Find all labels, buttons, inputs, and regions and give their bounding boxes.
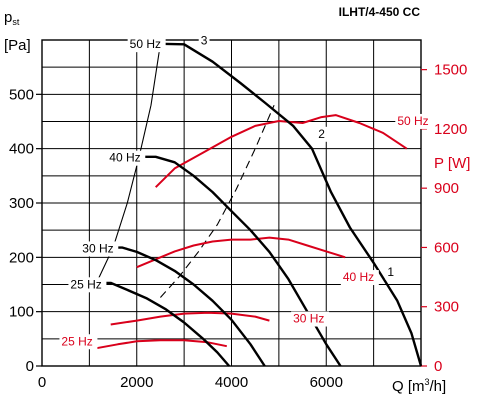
annotation-power-40-hz: 40 Hz: [343, 270, 374, 284]
annotation-pressure-1: 1: [387, 265, 394, 279]
y-left-label-main: p: [4, 9, 12, 26]
x-tick-label-0: 0: [38, 374, 46, 391]
y-right-tick-label-300: 300: [434, 299, 459, 316]
annotation-bg-3: [68, 277, 107, 293]
annotation-pressure-25-hz: 25 Hz: [70, 277, 101, 291]
annotation-bg-4: [198, 33, 210, 49]
annotation-bg-7: [395, 113, 434, 129]
y-left-tick-label-300: 300: [9, 195, 34, 212]
pressure-curve-30-hz: [110, 246, 266, 367]
x-label-sup: 3: [425, 377, 430, 387]
y-left-axis-unit: [Pa]: [4, 37, 31, 54]
y-right-tick-label-1500: 1500: [434, 62, 467, 79]
y-left-tick-label-200: 200: [9, 249, 34, 266]
annotation-pressure-2: 2: [318, 127, 325, 141]
annotation-power-25-hz: 25 Hz: [61, 334, 92, 348]
annotation-bg-9: [291, 311, 330, 327]
power-curve-50-hz: [154, 114, 408, 188]
annotation-bg-6: [385, 264, 397, 280]
y-right-tick-label-900: 900: [434, 180, 459, 197]
annotations-layer: 50 Hz 40 Hz 30 Hz 25 Hz 3 2 1 50 Hz 40 Hz 30 Hz 25…: [59, 33, 434, 350]
x-label-prefix: Q [m: [392, 378, 425, 395]
y-left-tick-label-400: 400: [9, 141, 34, 158]
annotation-bg-10: [59, 334, 98, 350]
annotation-bg-0: [127, 37, 166, 53]
system-curve-2: [159, 104, 275, 298]
annotation-bg-5: [316, 126, 327, 142]
y-right-tick-label-600: 600: [434, 239, 459, 256]
y-left-tick-label-100: 100: [9, 304, 34, 321]
y-left-label-sub: st: [12, 17, 20, 27]
annotation-power-50-hz: 50 Hz: [397, 114, 428, 128]
pressure-curve-25-hz: [96, 281, 231, 367]
power-curve-40-hz: [136, 236, 346, 269]
annotation-power-30-hz: 30 Hz: [293, 312, 324, 326]
chart-title: ILHT/4-450 CC: [339, 5, 421, 19]
tick-labels-layer: 0 2000 4000 6000 0 100 200 300 400 500 0 300 600 900 1…: [9, 62, 467, 391]
annotation-pressure-50-hz: 50 Hz: [130, 37, 161, 51]
annotation-pressure-30-hz: 30 Hz: [82, 241, 113, 255]
annotation-pressure-40-hz: 40 Hz: [109, 151, 140, 165]
annotation-bg-1: [107, 150, 146, 166]
annotation-bg-2: [80, 241, 119, 257]
x-tick-label-6000: 6000: [310, 374, 343, 391]
x-tick-label-4000: 4000: [215, 374, 248, 391]
pressure-curve-50-hz: [160, 42, 423, 367]
power-curve-30-hz: [110, 311, 270, 326]
x-label-suffix: /h]: [430, 378, 447, 395]
y-left-axis-label: pst: [4, 9, 20, 27]
y-left-tick-label-0: 0: [26, 358, 34, 375]
annotation-bg-8: [340, 270, 379, 286]
x-axis-label: Q [m3/h]: [392, 377, 446, 395]
y-right-tick-label-0: 0: [434, 358, 442, 375]
y-right-tick-label-1200: 1200: [434, 121, 467, 138]
y-left-tick-label-500: 500: [9, 86, 34, 103]
annotation-pressure-3: 3: [201, 33, 208, 47]
x-tick-label-2000: 2000: [120, 374, 153, 391]
y-right-axis-label: P [W]: [434, 155, 470, 172]
